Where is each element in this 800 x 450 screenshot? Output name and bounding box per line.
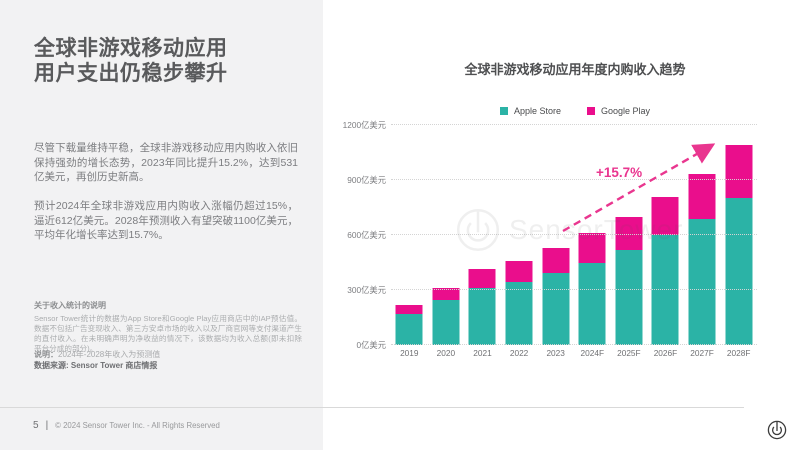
gridline bbox=[391, 344, 757, 345]
page-title-line-2: 用户支出仍稳步攀升 bbox=[34, 62, 228, 85]
stacked-bar-2024F bbox=[578, 232, 606, 345]
growth-trend-arrow bbox=[562, 143, 716, 233]
bar-column-2028F bbox=[720, 125, 757, 345]
bar-segment-apple-store bbox=[578, 262, 606, 345]
notes-heading: 关于收入统计的说明 bbox=[34, 301, 106, 310]
stacked-bar-2019 bbox=[395, 304, 423, 345]
legend-item-apple-store: Apple Store bbox=[499, 106, 561, 116]
bar-segment-google-play bbox=[615, 217, 643, 251]
x-axis-tick-label: 2025F bbox=[617, 348, 641, 358]
bar-segment-google-play bbox=[578, 232, 606, 263]
y-axis-tick-label: 1200亿美元 bbox=[342, 120, 386, 130]
left-panel: 全球非游戏移动应用 用户支出仍稳步攀升 尽管下载量维持平稳，全球非游戏移动应用内… bbox=[0, 0, 323, 450]
x-axis-tick-label: 2024F bbox=[580, 348, 605, 358]
legend-item-google-play: Google Play bbox=[587, 106, 650, 116]
bar-segment-google-play bbox=[651, 197, 679, 235]
page-number: 5 bbox=[33, 420, 39, 431]
bar-segment-google-play bbox=[432, 288, 460, 301]
footer-divider bbox=[0, 407, 744, 408]
bar-segment-apple-store bbox=[395, 313, 423, 345]
y-axis-tick-label: 0亿美元 bbox=[356, 340, 386, 350]
stacked-bar-2028F bbox=[725, 145, 753, 345]
google-play-swatch-icon bbox=[587, 107, 595, 115]
gridline bbox=[391, 234, 757, 235]
bar-column-2027F bbox=[684, 125, 721, 345]
gridline bbox=[391, 124, 757, 125]
bar-segment-apple-store bbox=[505, 282, 533, 345]
bar-segment-google-play bbox=[505, 261, 533, 283]
y-axis-tick-label: 300亿美元 bbox=[347, 285, 386, 295]
chart-plot bbox=[391, 124, 757, 345]
bar-segment-apple-store bbox=[542, 273, 570, 345]
page-title-line-1: 全球非游戏移动应用 bbox=[34, 37, 228, 60]
footer-separator: | bbox=[45, 420, 49, 431]
chart-legend: Apple Store Google Play bbox=[400, 106, 750, 116]
stacked-bar-2022 bbox=[505, 261, 533, 345]
methodology-notes: 关于收入统计的说明 Sensor Tower统计的数据为App Store和Go… bbox=[34, 300, 302, 354]
bar-segment-apple-store bbox=[725, 198, 753, 345]
bar-column-2024F bbox=[574, 125, 611, 345]
x-axis-tick-label: 2020 bbox=[436, 348, 456, 358]
body-paragraph-2: 预计2024年全球非游戏应用内购收入涨幅仍超过15%，逼近612亿美元。2028… bbox=[34, 200, 298, 242]
data-source: 数据来源: Sensor Tower 商店情报 bbox=[34, 361, 158, 370]
bar-column-2022 bbox=[501, 125, 538, 345]
legend-label-apple-store: Apple Store bbox=[513, 106, 561, 116]
bar-segment-apple-store bbox=[432, 300, 460, 345]
caption-text: 2024年-2028年收入为预测值 bbox=[58, 350, 161, 359]
copyright-text: © 2024 Sensor Tower Inc. - All Rights Re… bbox=[55, 421, 220, 430]
x-axis-tick-label: 2019 bbox=[400, 348, 419, 358]
gridline bbox=[391, 179, 757, 180]
bar-segment-google-play bbox=[725, 145, 753, 199]
stacked-bar-2027F bbox=[688, 173, 716, 345]
y-axis-labels: 0亿美元 300亿美元 600亿美元 900亿美元 1200亿美元 bbox=[322, 120, 386, 350]
body-paragraph-1: 尽管下载量维持平稳，全球非游戏移动应用内购收入依旧保持强劲的增长态势，2023年… bbox=[34, 142, 298, 184]
bar-segment-google-play bbox=[688, 173, 716, 219]
stacked-bar-2023 bbox=[542, 247, 570, 345]
y-axis-tick-label: 600亿美元 bbox=[347, 230, 386, 240]
bar-column-2023 bbox=[537, 125, 574, 345]
x-axis-tick-label: 2026F bbox=[653, 348, 678, 358]
bar-segment-google-play bbox=[542, 247, 570, 274]
bar-segment-google-play bbox=[395, 304, 423, 314]
gridline bbox=[391, 289, 757, 290]
bar-segment-apple-store bbox=[615, 250, 643, 345]
caption-label: 说明： bbox=[34, 350, 58, 359]
bar-segment-apple-store bbox=[468, 288, 496, 345]
stacked-bar-2025F bbox=[615, 217, 643, 345]
bar-column-2019 bbox=[391, 125, 428, 345]
growth-rate-label: +15.7% bbox=[596, 165, 643, 180]
sensor-tower-logo-icon bbox=[767, 420, 787, 440]
x-axis-tick-label: 2022 bbox=[509, 348, 529, 358]
bar-column-2020 bbox=[428, 125, 465, 345]
footer: 5 | © 2024 Sensor Tower Inc. - All Right… bbox=[33, 420, 220, 431]
y-axis-tick-label: 900亿美元 bbox=[347, 175, 386, 185]
x-axis-labels: 2019 2020 2021 2022 2023 2024F 2025F 2026F 2027F… bbox=[391, 348, 757, 358]
legend-label-google-play: Google Play bbox=[601, 106, 651, 116]
bar-segment-apple-store bbox=[688, 218, 716, 345]
x-axis-tick-label: 2028F bbox=[726, 348, 751, 358]
stacked-bar-2020 bbox=[432, 288, 460, 345]
bar-column-2021 bbox=[464, 125, 501, 345]
chart-title: 全球非游戏移动应用年度内购收入趋势 bbox=[464, 62, 686, 77]
x-axis-tick-label: 2021 bbox=[473, 348, 492, 358]
page-title: 全球非游戏移动应用 用户支出仍稳步攀升 bbox=[34, 36, 304, 86]
apple-store-swatch-icon bbox=[499, 107, 508, 115]
stacked-bar-2021 bbox=[468, 269, 496, 345]
bar-segment-google-play bbox=[468, 269, 496, 289]
x-axis-tick-label: 2027F bbox=[690, 348, 714, 358]
forecast-caption: 说明：2024年-2028年收入为预测值 bbox=[34, 349, 160, 360]
x-axis-tick-label: 2023 bbox=[546, 348, 565, 358]
notes-body: Sensor Tower统计的数据为App Store和Google Play应… bbox=[34, 314, 302, 353]
bar-column-2025F bbox=[611, 125, 648, 345]
